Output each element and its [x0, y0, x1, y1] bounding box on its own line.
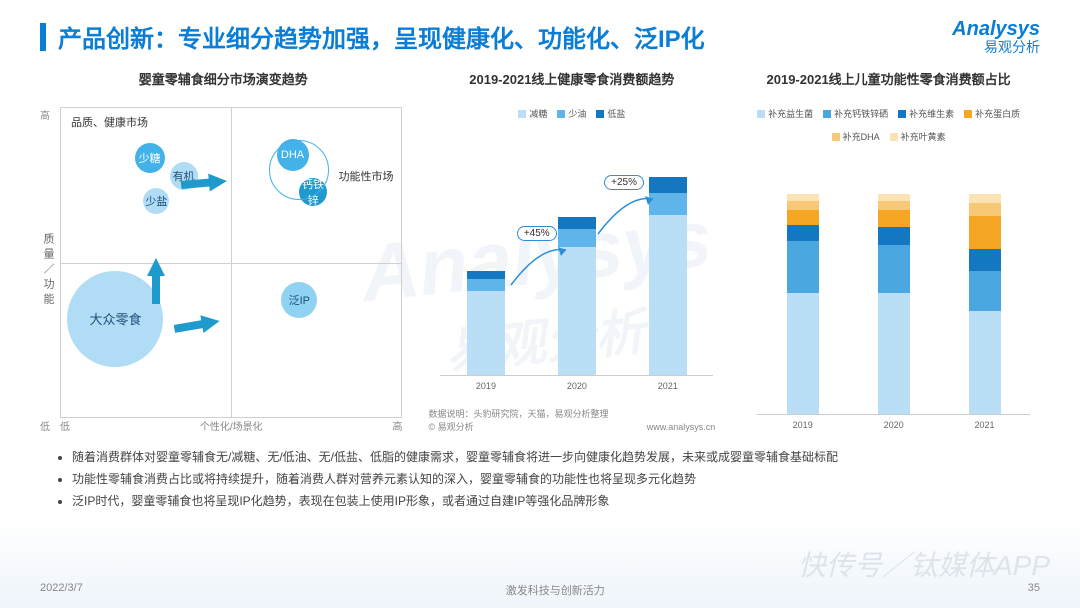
bar-chart-bars: 201920202021+45%+25% [440, 142, 713, 376]
chart-footnote: 数据说明：头豹研究院，天猫，易观分析整理 © 易观分析 www.analysys… [420, 394, 723, 433]
bar-column: 2020 [878, 165, 910, 414]
footer-page: 35 [1028, 582, 1040, 598]
legend-item: 补充钙铁锌硒 [823, 107, 888, 120]
growth-label: +45% [517, 226, 557, 241]
slide-footer: 2022/3/7 激发科技与创新活力 35 [0, 582, 1080, 598]
bullet-item: 泛IP时代，婴童零辅食也将呈现IP化趋势，表现在包装上使用IP形象，或者通过自建… [72, 491, 1020, 513]
quadrant-title: 婴童零辅食细分市场演变趋势 [40, 69, 406, 101]
insight-bullets: 随着消费群体对婴童零辅食无/减糖、无/低油、无/低盐、低脂的健康需求，婴童零辅食… [0, 433, 1080, 512]
stacked-chart-legend: 补充益生菌补充钙铁锌硒补充维生素补充蛋白质补充DHA 补充叶黄素 [737, 107, 1040, 143]
title-accent-bar [40, 23, 46, 51]
bullet-item: 随着消费群体对婴童零辅食无/减糖、无/低油、无/低盐、低脂的健康需求，婴童零辅食… [72, 447, 1020, 469]
x-axis-label: 个性化/场景化 [200, 418, 263, 433]
stacked-chart-bars: 2019 2020 2021 [757, 165, 1030, 415]
bubble: 少盐 [143, 188, 169, 214]
bubble: 泛IP [281, 282, 317, 318]
bar-column: 2019 [467, 142, 505, 375]
brand-logo: Analysys 易观分析 [952, 18, 1040, 55]
bar-chart-title: 2019-2021线上健康零食消费额趋势 [420, 69, 723, 101]
slide-header: 产品创新：专业细分趋势加强，呈现健康化、功能化、泛IP化 Analysys 易观… [0, 0, 1080, 63]
footer-center: 激发科技与创新活力 [506, 582, 605, 598]
bullet-item: 功能性零辅食消费占比或将持续提升，随着消费人群对营养元素认知的深入，婴童零辅食的… [72, 469, 1020, 491]
legend-item: 补充叶黄素 [890, 130, 946, 143]
bar-column: 2019 [787, 165, 819, 414]
growth-label: +25% [604, 175, 644, 190]
legend-item: 低盐 [596, 107, 625, 120]
bar-column: 2021 [649, 142, 687, 375]
stacked-chart-panel: 2019-2021线上儿童功能性零食消费额占比 补充益生菌补充钙铁锌硒补充维生素… [737, 69, 1040, 433]
legend-item: 补充DHA [832, 130, 880, 143]
bubble: 少糖 [135, 143, 165, 173]
stacked-chart-title: 2019-2021线上儿童功能性零食消费额占比 [737, 69, 1040, 101]
watermark-corner: 快传号／钛媒体APP [798, 544, 1050, 584]
bar-chart-panel: 2019-2021线上健康零食消费额趋势 减糖少油低盐 201920202021… [420, 69, 723, 433]
bar-chart-legend: 减糖少油低盐 [420, 107, 723, 120]
legend-item: 减糖 [518, 107, 547, 120]
quadrant-chart: 品质、健康市场功能性市场大众零食少糖有机少盐DHA钙铁锌泛IP [60, 107, 402, 418]
footer-date: 2022/3/7 [40, 582, 83, 598]
slide-title: 产品创新：专业细分趋势加强，呈现健康化、功能化、泛IP化 [58, 19, 952, 54]
y-axis-label: 质量／功能 [40, 233, 56, 308]
legend-item: 补充蛋白质 [964, 107, 1020, 120]
legend-item: 补充益生菌 [757, 107, 813, 120]
bar-column: 2021 [969, 165, 1001, 414]
legend-item: 少油 [557, 107, 586, 120]
legend-item: 补充维生素 [898, 107, 954, 120]
quadrant-panel: 婴童零辅食细分市场演变趋势 高 质量／功能 低 品质、健康市场功能性市场大众零食… [40, 69, 406, 433]
